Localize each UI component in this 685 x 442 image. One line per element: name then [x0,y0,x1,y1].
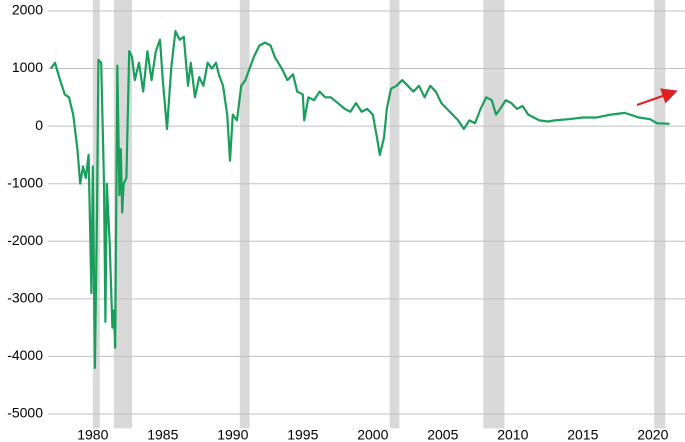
y-tick-label: -2000 [7,232,43,248]
y-tick-label: -3000 [7,290,43,306]
trend-arrow [636,88,678,106]
x-tick-label: 1985 [147,427,178,442]
x-tick-label: 1980 [77,427,108,442]
y-tick-label: 0 [35,117,43,133]
recession-band [239,0,250,429]
x-tick-label: 1990 [217,427,248,442]
shading-layer [92,0,666,429]
recession-band [654,0,666,429]
x-tick-label: 2000 [357,427,388,442]
x-tick-label: 1995 [287,427,318,442]
x-tick-label: 2010 [497,427,528,442]
plot-layer [49,30,670,370]
x-tick-label: 2005 [427,427,458,442]
y-tick-label: 2000 [12,2,43,18]
y-tick-label: -4000 [7,347,43,363]
grid-layer [48,10,685,415]
recession-band [389,0,400,429]
recession-band [483,0,505,429]
y-tick-label: 1000 [12,59,43,75]
x-tick-label: 2020 [637,427,668,442]
y-tick-label: -5000 [7,405,43,421]
x-tick-label: 2015 [567,427,598,442]
data-line [49,30,670,370]
y-tick-label: -1000 [7,174,43,190]
